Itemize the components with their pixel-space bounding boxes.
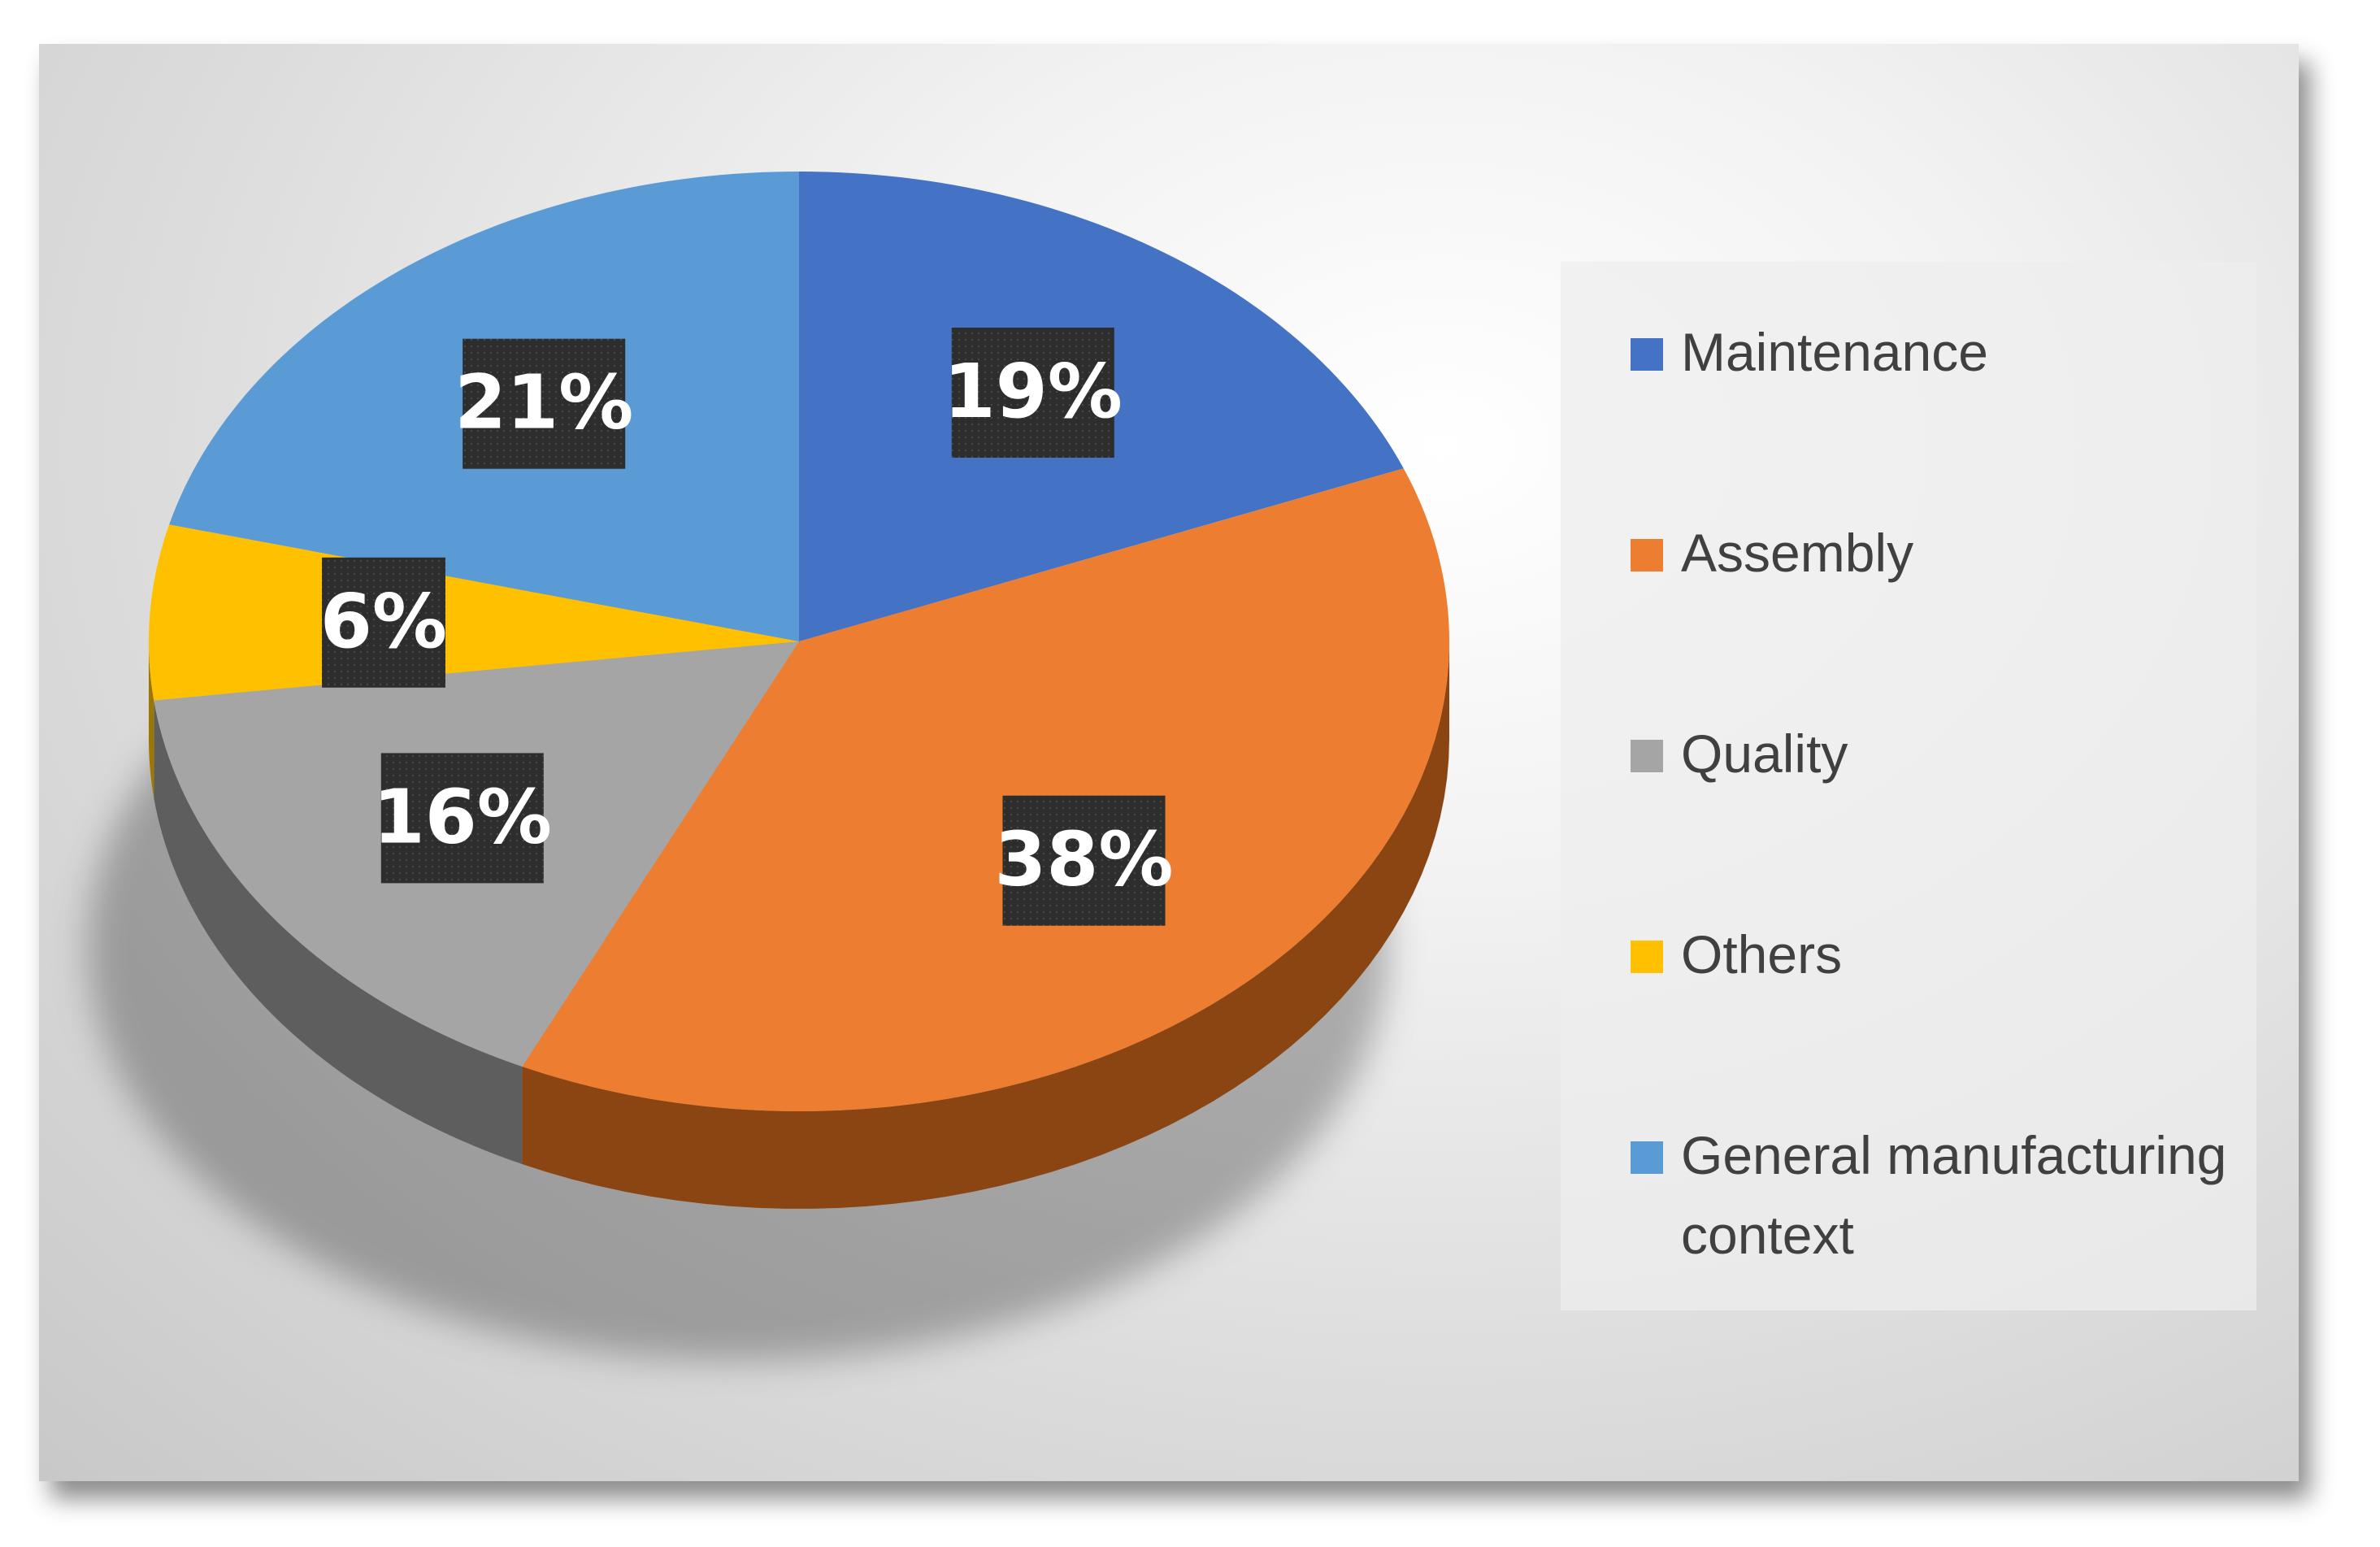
legend-item-maintenance[interactable]: Maintenance (1631, 322, 2274, 392)
legend-swatch-general-manufacturing-context (1631, 1141, 1663, 1174)
legend-swatch-others (1631, 941, 1663, 973)
legend-item-assembly[interactable]: Assembly (1631, 523, 2274, 593)
pie-chart: 19% 38% 16% 6% 21% (88, 172, 1449, 1361)
pie-slice-assembly[interactable] (522, 468, 1449, 1111)
legend-label-quality: Quality (1681, 724, 1848, 784)
pie-side-others (149, 641, 154, 798)
data-label-assembly: 38% (994, 795, 1174, 926)
legend-label-general-manufacturing-context: General manufacturing context (1681, 1125, 2227, 1265)
data-label-box (322, 557, 445, 688)
data-label-text: 21% (454, 359, 633, 446)
data-labels: 19% 38% 16% 6% 21% (320, 328, 1174, 926)
legend-item-quality[interactable]: Quality (1631, 724, 2274, 793)
data-label-general-manufacturing-context: 21% (454, 338, 633, 469)
legend: Maintenance Assembly Quality Others Gene… (1561, 262, 2256, 1310)
legend-item-general-manufacturing-context[interactable]: General manufacturing context (1631, 1125, 2274, 1275)
pie-side-assembly (522, 641, 1449, 1209)
legend-swatch-assembly (1631, 539, 1663, 571)
chart-area: 19% 38% 16% 6% 21% Maintenance Assembly Qual… (39, 44, 2299, 1481)
data-label-box (1002, 795, 1166, 926)
pie-slice-others[interactable] (149, 524, 799, 701)
pie-side-quality (154, 700, 523, 1164)
data-label-box (463, 338, 626, 469)
data-label-text: 19% (944, 348, 1123, 435)
data-label-text: 16% (373, 773, 552, 860)
data-label-others: 6% (320, 557, 447, 688)
data-label-box (380, 753, 544, 884)
legend-item-others[interactable]: Others (1631, 924, 2274, 994)
data-label-text: 6% (320, 578, 447, 665)
legend-swatch-maintenance (1631, 338, 1663, 371)
legend-label-assembly: Assembly (1681, 523, 1914, 583)
legend-label-maintenance: Maintenance (1681, 322, 1988, 382)
data-label-quality: 16% (373, 753, 552, 884)
pie-sides (149, 641, 1449, 1209)
data-label-box (951, 328, 1114, 458)
data-label-text: 38% (994, 816, 1173, 903)
data-label-maintenance: 19% (944, 328, 1123, 458)
legend-swatch-quality (1631, 740, 1663, 772)
legend-label-others: Others (1681, 924, 1843, 984)
